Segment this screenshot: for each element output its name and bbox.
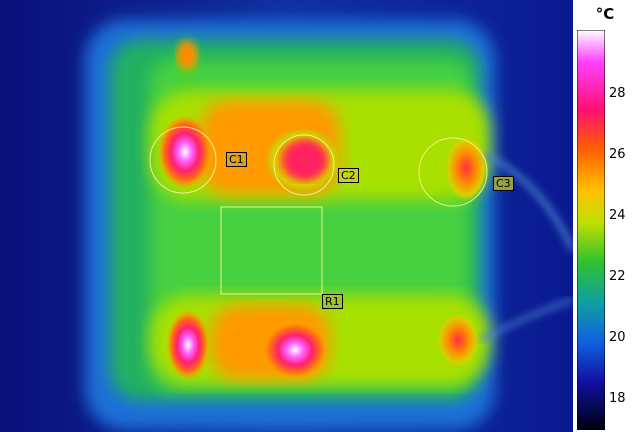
scale-tick-26: 26 [609, 147, 626, 162]
scale-tick-22: 22 [609, 269, 626, 284]
measurement-rect-r1[interactable] [220, 206, 323, 295]
scale-tick-28: 28 [609, 86, 626, 101]
color-scale-bar [577, 30, 605, 430]
measurement-circle-c2[interactable] [273, 134, 335, 196]
scale-tick-18: 18 [609, 391, 626, 406]
marker-label-c2[interactable]: C2 [338, 168, 359, 183]
marker-label-c1[interactable]: C1 [226, 152, 247, 167]
scale-tick-24: 24 [609, 208, 626, 223]
scale-tick-20: 20 [609, 330, 626, 345]
measurement-circle-c1[interactable] [149, 126, 217, 194]
temperature-scale-panel: °C 28 26 24 22 [573, 0, 637, 432]
measurement-circle-c3[interactable] [418, 137, 488, 207]
marker-label-r1[interactable]: R1 [322, 294, 343, 309]
marker-label-c3[interactable]: C3 [493, 176, 514, 191]
temperature-unit: °C [595, 5, 615, 23]
thermal-image [0, 0, 573, 432]
